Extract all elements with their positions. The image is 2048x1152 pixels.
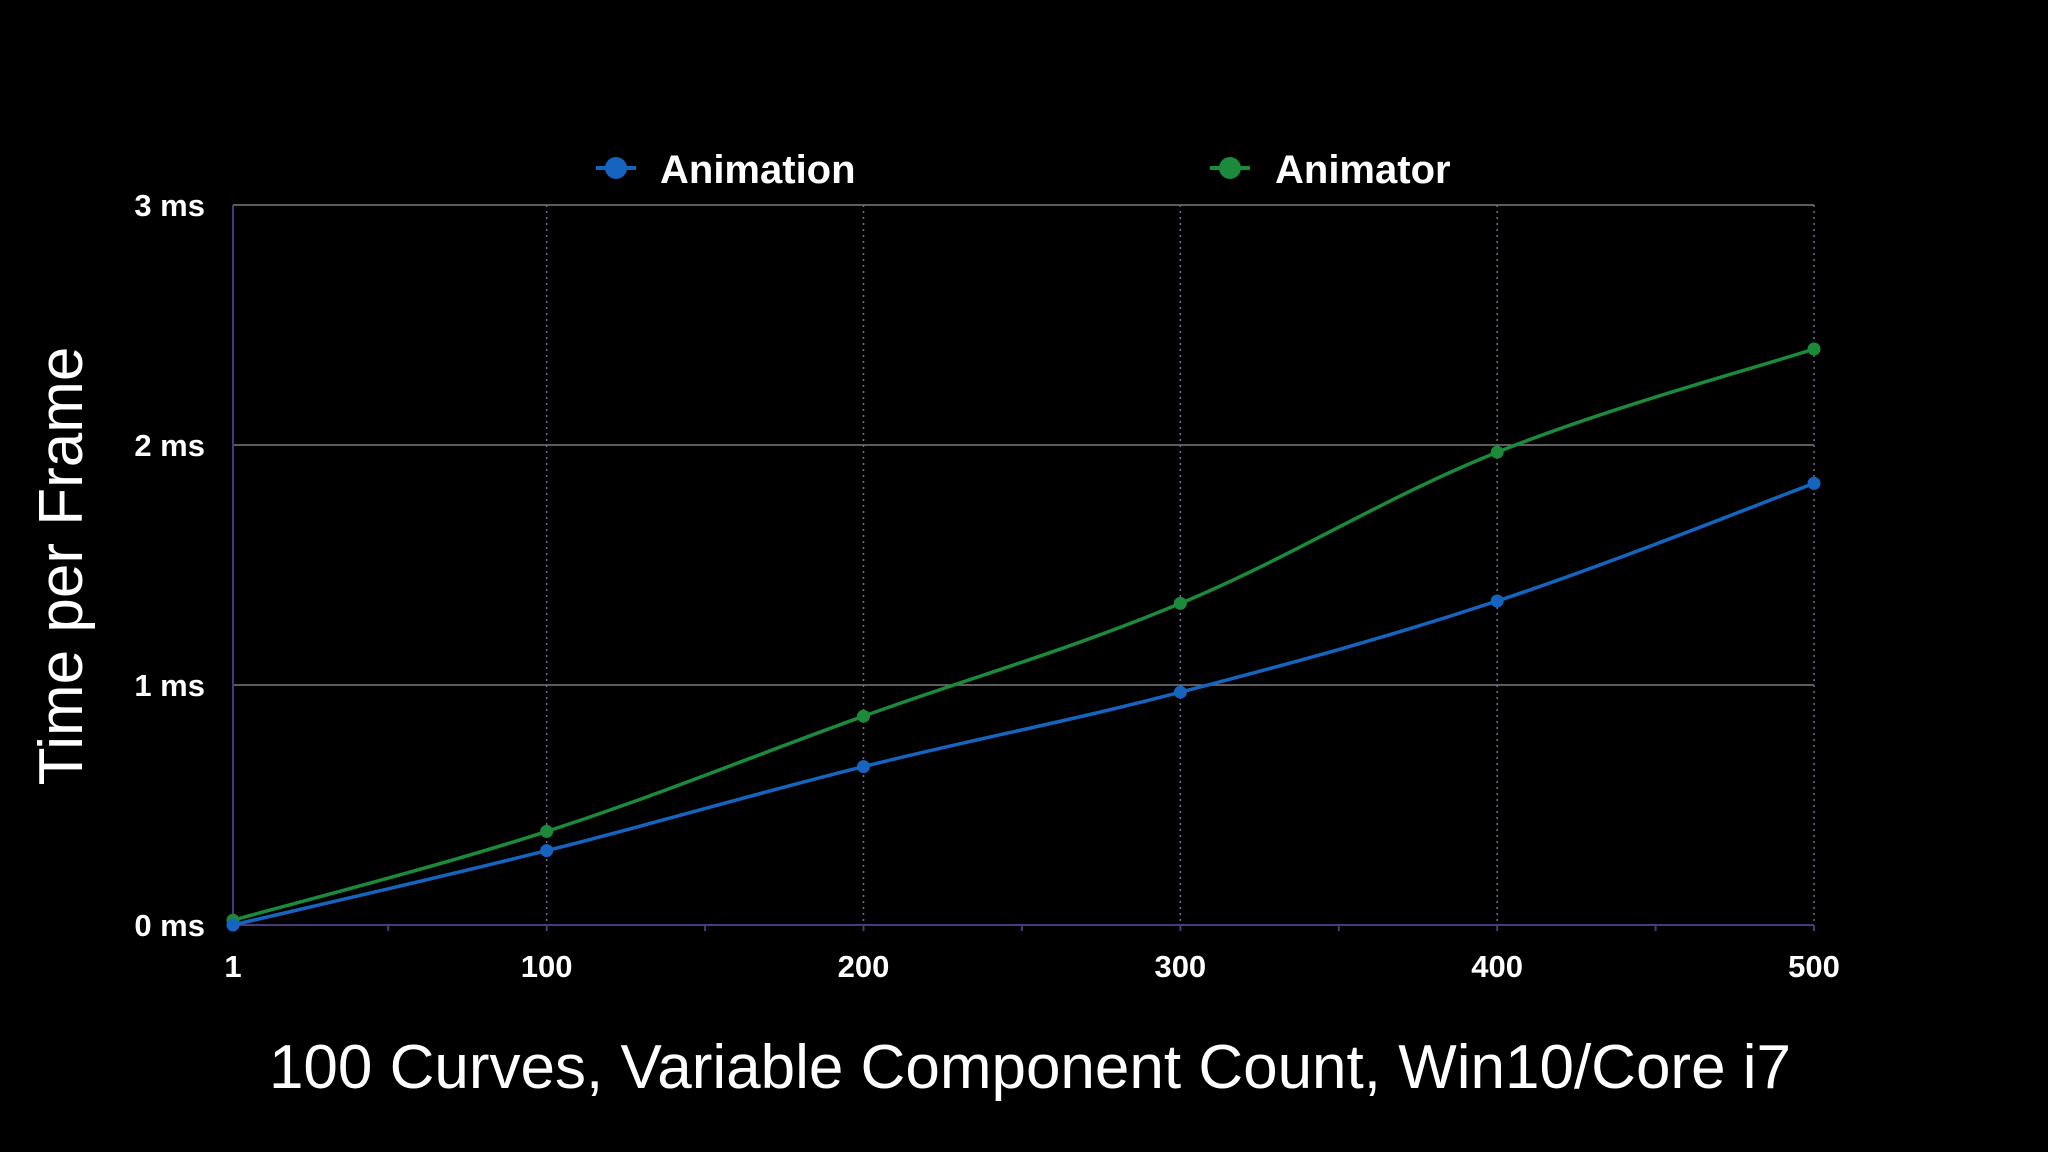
data-point-animator [856,709,870,723]
series-animator [226,342,1821,927]
x-tick-label: 500 [1788,949,1840,984]
legend: Animation Animator [596,148,1451,192]
legend-item-animation: Animation [596,148,856,192]
x-tick-label: 100 [521,949,573,984]
y-tick-label: 2 ms [134,428,205,463]
data-point-animation [540,844,554,858]
data-point-animator [540,824,554,838]
legend-label-animation: Animation [660,148,856,192]
y-tick-label: 1 ms [134,668,205,703]
series-animation [226,476,1821,932]
grid [233,204,1815,925]
y-tick-label: 0 ms [134,908,205,943]
data-point-animator [1173,596,1187,610]
x-axis-title: 100 Curves, Variable Component Count, Wi… [269,1033,1791,1102]
data-point-animator [1490,445,1504,459]
data-point-animator [1807,342,1821,356]
legend-marker-animator [1219,157,1241,179]
x-axis-ticks: 1 100 200 300 400 500 [224,949,1839,984]
x-tick-label: 400 [1471,949,1523,984]
y-axis-title: Time per Frame [27,347,96,786]
plot-area [226,342,1821,932]
x-tick-label: 1 [224,949,241,984]
y-tick-label: 3 ms [134,188,205,223]
legend-label-animator: Animator [1275,148,1451,192]
series-line-animator [232,347,1815,922]
data-point-animation [1173,685,1187,699]
y-axis-ticks: 0 ms 1 ms 2 ms 3 ms [134,188,205,943]
data-point-animation [1490,594,1504,608]
axes [232,205,1815,931]
legend-item-animator: Animator [1210,148,1451,192]
data-point-animation [856,760,870,774]
x-tick-label: 300 [1154,949,1206,984]
data-point-animation [226,918,240,932]
data-point-animation [1807,476,1821,490]
x-tick-label: 200 [838,949,890,984]
legend-marker-animation [605,157,627,179]
series-line-animation [232,481,1815,927]
